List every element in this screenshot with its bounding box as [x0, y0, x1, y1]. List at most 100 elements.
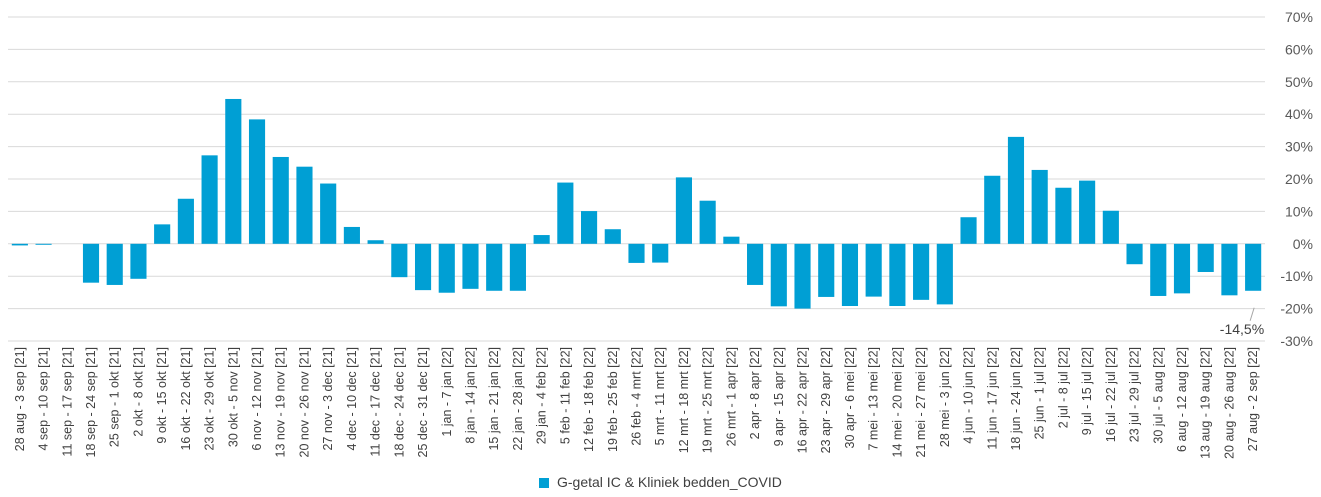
y-axis-ticks: 70% 60% 50% 40% 30% 20% 10% 0% -10% -20% -30% [1280, 9, 1313, 349]
bar [604, 229, 621, 244]
x-tick-label: 27 nov - 3 dec [21] [321, 347, 335, 451]
x-tick-label: 16 jul - 22 jul [22] [1104, 347, 1118, 442]
x-tick-label: 7 mei - 13 mei [22] [867, 347, 881, 451]
bar [391, 243, 408, 278]
y-tick-label: 30% [1285, 139, 1313, 155]
x-tick-label: 29 jan - 4 feb [22] [535, 347, 549, 444]
x-tick-label: 28 aug - 3 sep [21] [13, 347, 27, 451]
y-tick-label: 40% [1285, 106, 1313, 122]
x-tick-label: 25 sep - 1 okt [21] [108, 347, 122, 447]
bar [1031, 169, 1048, 244]
x-tick-label: 11 dec - 17 dec [21] [369, 347, 383, 457]
x-tick-label: 30 apr - 6 mei [22] [843, 347, 857, 448]
x-tick-label: 18 jun - 24 jun [22] [1009, 347, 1023, 451]
bar [818, 243, 835, 297]
x-tick-label: 16 okt - 22 okt [21] [179, 347, 193, 451]
x-tick-label: 25 dec - 31 dec [21] [416, 347, 430, 458]
x-tick-label: 23 apr - 29 apr [22] [819, 347, 833, 453]
bar [106, 243, 123, 285]
x-tick-label: 30 jul - 5 aug [22] [1151, 347, 1165, 444]
bar [699, 200, 716, 244]
x-tick-label: 4 sep - 10 sep [21] [37, 347, 51, 451]
x-tick-label: 9 jul - 15 jul [22] [1080, 347, 1094, 435]
x-tick-label: 19 mrt - 25 mrt [22] [701, 347, 715, 453]
bar [296, 166, 313, 244]
x-tick-label: 6 aug - 12 aug [22] [1175, 347, 1189, 452]
x-tick-label: 5 feb - 11 feb [22] [558, 347, 572, 444]
x-tick-label: 18 dec - 24 dec [21] [392, 347, 406, 458]
x-axis-ticks: 28 aug - 3 sep [21] 4 sep - 10 sep [21] 11… [13, 347, 1260, 459]
x-tick-label: 30 okt - 5 nov [21] [226, 347, 240, 447]
x-tick-label: 8 jan - 14 jan [22] [463, 347, 477, 444]
x-tick-label: 6 nov - 12 nov [21] [250, 347, 264, 451]
bar [628, 243, 645, 263]
bar [652, 243, 669, 263]
x-tick-label: 12 feb - 18 feb [22] [582, 347, 596, 452]
bar [414, 243, 432, 291]
x-tick-label: 2 jul - 8 jul [22] [1056, 347, 1070, 428]
x-tick-label: 5 mrt - 11 mrt [22] [653, 347, 667, 445]
bar [865, 243, 882, 297]
x-tick-label: 26 feb - 4 mrt [22] [630, 347, 644, 446]
bar [984, 175, 1001, 244]
bar [960, 217, 977, 244]
x-tick-label: 2 apr - 8 apr [22] [748, 347, 762, 439]
bars [11, 98, 1262, 309]
bar [723, 236, 740, 244]
bar [154, 224, 171, 244]
bar [201, 155, 218, 244]
bar [1150, 243, 1167, 296]
x-tick-label: 21 mei - 27 mei [22] [914, 347, 928, 457]
y-tick-label: 10% [1285, 203, 1313, 219]
bar [248, 119, 266, 244]
data-labels: -14,5% [1220, 307, 1264, 337]
x-tick-label: 4 dec - 10 dec [21] [345, 347, 359, 451]
x-tick-label: 20 aug - 26 aug [22] [1222, 347, 1236, 459]
y-tick-label: -20% [1280, 301, 1313, 317]
bar [320, 183, 337, 244]
x-tick-label: 14 mei - 20 mei [22] [890, 347, 904, 457]
legend: G-getal IC & Kliniek bedden_COVID [0, 474, 1321, 490]
x-tick-label: 23 jul - 29 jul [22] [1128, 347, 1142, 442]
x-tick-label: 23 okt - 29 okt [21] [203, 347, 217, 451]
bar [225, 98, 242, 244]
y-tick-label: 20% [1285, 171, 1313, 187]
bar [1221, 243, 1238, 296]
data-label: -14,5% [1220, 321, 1264, 337]
bar [486, 243, 503, 291]
x-tick-label: 27 aug - 2 sep [22] [1246, 347, 1260, 451]
y-tick-label: 0% [1293, 236, 1313, 252]
x-tick-label: 11 jun - 17 jun [22] [985, 347, 999, 450]
bar [1197, 243, 1214, 272]
bar [1173, 243, 1191, 294]
legend-label: G-getal IC & Kliniek bedden_COVID [557, 474, 782, 490]
y-tick-label: 70% [1285, 9, 1313, 25]
x-tick-label: 2 okt - 8 okt [21] [131, 347, 145, 437]
bar [770, 243, 787, 307]
bar [130, 243, 147, 279]
bar [35, 243, 52, 245]
bar [557, 182, 574, 244]
x-tick-label: 4 jun - 10 jun [22] [962, 347, 976, 444]
bar [936, 243, 953, 305]
x-tick-label: 19 feb - 25 feb [22] [606, 347, 620, 452]
x-tick-label: 11 sep - 17 sep [21] [60, 347, 74, 457]
bar [533, 235, 550, 244]
y-tick-label: -10% [1280, 268, 1313, 284]
gridlines [8, 16, 1265, 342]
bar [11, 243, 28, 246]
bar [1079, 180, 1096, 244]
bar [438, 243, 455, 293]
bar [367, 240, 384, 244]
bar [1007, 136, 1025, 244]
x-tick-label: 15 jan - 21 jan [22] [487, 347, 501, 451]
x-tick-label: 22 jan - 28 jan [22] [511, 347, 525, 451]
bar [1102, 210, 1119, 244]
x-tick-label: 13 aug - 19 aug [22] [1199, 347, 1213, 459]
bar [509, 243, 526, 291]
y-tick-label: -30% [1280, 333, 1313, 349]
bar [581, 211, 598, 244]
x-tick-label: 26 mrt - 1 apr [22] [724, 347, 738, 446]
x-tick-label: 18 sep - 24 sep [21] [84, 347, 98, 458]
